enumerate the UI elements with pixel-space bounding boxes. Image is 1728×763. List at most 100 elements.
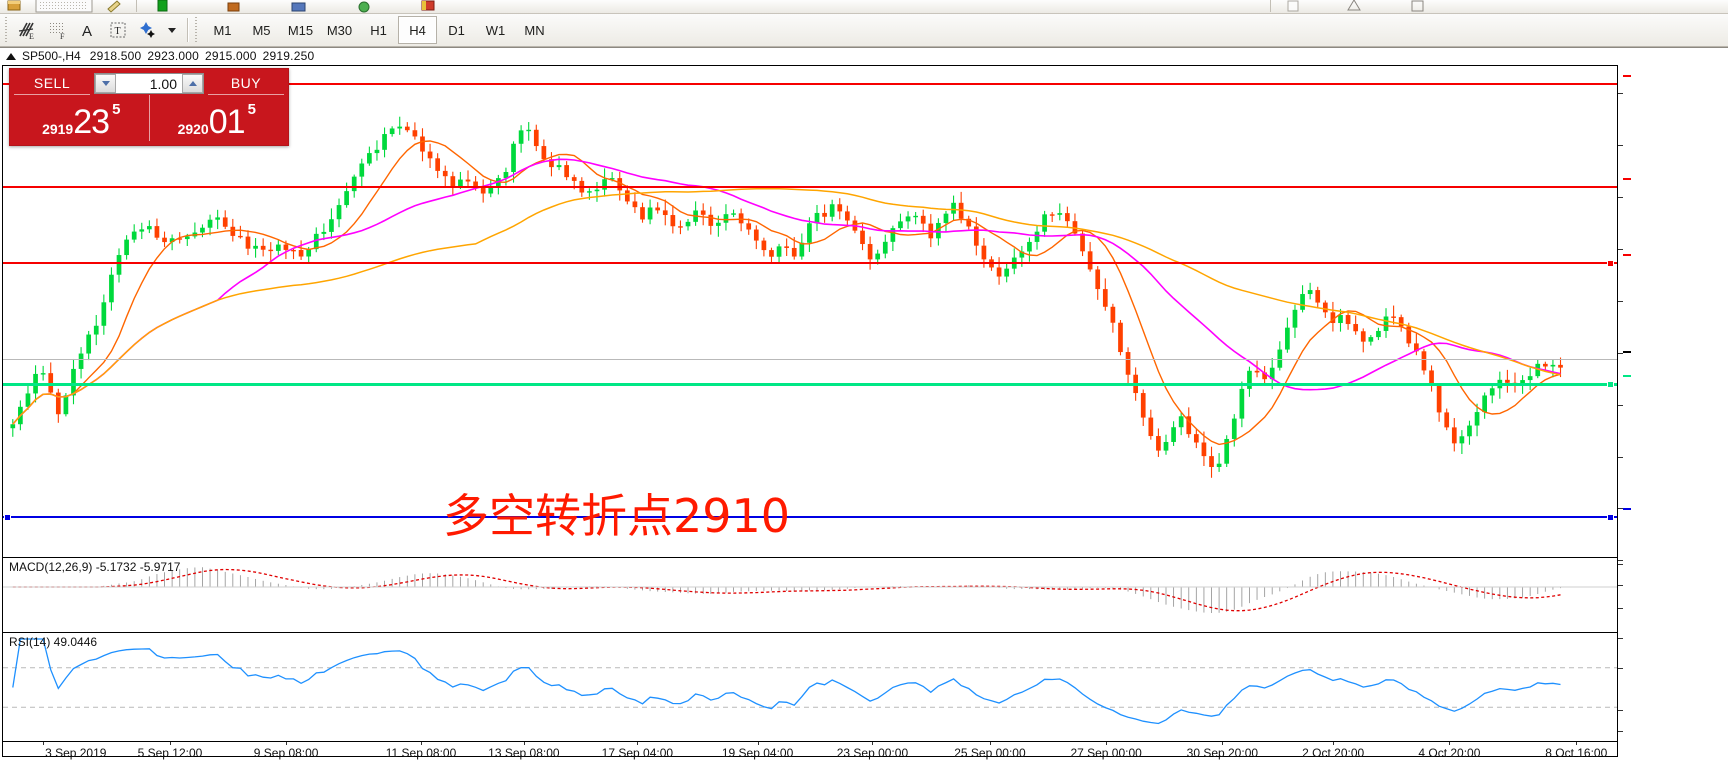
sell-price-prefix: 2919 — [42, 121, 74, 137]
time-label: 13 Sep 08:00 — [488, 746, 560, 760]
time-label: 9 Sep 08:00 — [253, 746, 319, 760]
toolbar-row-top — [0, 0, 1728, 14]
price-level-handle[interactable] — [4, 514, 11, 521]
buy-price-quote[interactable]: 2920 01 5 — [150, 95, 285, 141]
price-chart-svg — [10, 116, 1563, 478]
time-label: 2 Oct 20:00 — [1302, 746, 1365, 760]
time-tick — [1576, 742, 1578, 745]
time-tick — [169, 742, 171, 745]
price-tag-red[interactable] — [1623, 254, 1631, 256]
buy-price-main: 01 — [208, 103, 246, 141]
price-tag-green[interactable] — [1623, 375, 1631, 377]
toolbar-top-icons — [7, 0, 1424, 13]
time-label: 19 Sep 04:00 — [721, 746, 794, 760]
trade-panel-top-row: SELL 1.00 BUY — [10, 69, 288, 95]
sell-price-main: 23 — [73, 103, 110, 141]
svg-text:E: E — [29, 32, 34, 41]
timeframe-bar: M1 M5 M15 M30 H1 H4 D1 W1 MN — [203, 16, 554, 44]
grid-icon[interactable]: F — [43, 16, 73, 45]
price-level-handle[interactable] — [1607, 260, 1614, 267]
volume-input[interactable]: 1.00 — [116, 74, 182, 93]
macd-label: MACD(12,26,9) -5.1732 -5.9717 — [9, 560, 181, 574]
price-level-line-red[interactable] — [3, 262, 1617, 264]
price-scale-ticks — [1618, 65, 1728, 561]
timeframe-w1[interactable]: W1 — [485, 22, 506, 38]
volume-increase-button[interactable] — [182, 74, 203, 93]
price-level-line-red[interactable] — [3, 186, 1617, 188]
timeframe-m1[interactable]: M1 — [213, 22, 232, 38]
timeframe-mn[interactable]: MN — [524, 22, 545, 38]
time-tick — [1449, 742, 1451, 745]
text-icon[interactable]: A — [73, 16, 103, 45]
time-tick — [1106, 742, 1108, 745]
chart-annotation-text: 多空转折点2910 — [443, 489, 791, 543]
chart-symbol-label: SP500-,H4 — [22, 49, 81, 63]
time-tick — [523, 742, 525, 745]
rsi-chart-svg — [3, 638, 1617, 725]
time-tick — [872, 742, 874, 745]
toolbar-row-main: E F A T M1 M5 M1 — [0, 14, 1728, 47]
rsi-pane[interactable]: RSI(14) 49.0446 — [3, 632, 1617, 740]
time-tick — [421, 742, 423, 745]
ohlc-close: 2919.250 — [262, 49, 315, 63]
volume-stepper[interactable]: 1.00 — [94, 73, 204, 94]
price-tag-red[interactable] — [1623, 75, 1631, 77]
timeframe-h4[interactable]: H4 — [398, 16, 437, 44]
chart-window: SP500-,H4 2918.500 2923.000 2915.000 2919.2… — [0, 47, 1728, 760]
indicators-icon[interactable]: E — [13, 16, 43, 45]
price-tag-red[interactable] — [1623, 178, 1631, 180]
sell-price-quote[interactable]: 2919 23 5 — [14, 95, 150, 141]
one-click-trading-panel[interactable]: SELL 1.00 BUY 2919 23 5 2920 01 5 — [9, 68, 289, 146]
time-tick — [637, 742, 639, 745]
toolbar-grip[interactable] — [4, 17, 10, 43]
svg-text:T: T — [115, 26, 121, 37]
sell-price-point: 5 — [112, 101, 121, 118]
timeframe-d1[interactable]: D1 — [448, 22, 465, 38]
time-scale[interactable]: 3 Sep 2019 5 Sep 12:00 9 Sep 08:00 11 Sep 0… — [3, 741, 1617, 763]
price-level-line-blue[interactable] — [3, 516, 1617, 518]
price-level-handle[interactable] — [1607, 381, 1614, 388]
price-tag-black[interactable] — [1623, 351, 1631, 353]
time-tick — [1222, 742, 1224, 745]
time-label: 25 Sep 00:00 — [954, 746, 1026, 760]
ohlc-low: 2915.000 — [205, 49, 257, 63]
trade-panel-quotes: 2919 23 5 2920 01 5 — [10, 95, 288, 145]
price-pane[interactable]: 多空转折点2910 — [3, 66, 1617, 556]
macd-chart-svg — [3, 567, 1617, 613]
price-level-handle[interactable] — [1607, 514, 1614, 521]
rsi-label: RSI(14) 49.0446 — [9, 635, 98, 649]
time-tick — [989, 742, 991, 745]
chart-area: 多空转折点2910 MACD(12,26,9) -5.1732 -5.9717 … — [0, 65, 1728, 760]
chart-collapse-icon[interactable] — [6, 52, 16, 60]
timeframe-h1[interactable]: H1 — [370, 22, 387, 38]
time-tick — [1333, 742, 1335, 745]
time-label: 11 Sep 08:00 — [385, 746, 457, 760]
chart-titlebar: SP500-,H4 2918.500 2923.000 2915.000 2919.2… — [0, 48, 1728, 65]
rsi-scale-ticks — [1618, 631, 1728, 739]
timeframe-m30[interactable]: M30 — [326, 22, 353, 38]
objects-icon[interactable] — [133, 16, 163, 45]
price-level-line-current[interactable] — [3, 359, 1617, 360]
macd-scale-ticks — [1618, 556, 1728, 630]
price-level-line-red[interactable] — [3, 83, 1617, 85]
ohlc-high: 2923.000 — [147, 49, 200, 63]
buy-button[interactable]: BUY — [208, 72, 284, 95]
time-label: 27 Sep 00:00 — [1070, 746, 1142, 760]
chart-frame[interactable]: 多空转折点2910 MACD(12,26,9) -5.1732 -5.9717 … — [2, 65, 1618, 760]
text-label-icon[interactable]: T — [103, 16, 133, 45]
timeframe-grip[interactable] — [194, 17, 200, 43]
timeframe-m5[interactable]: M5 — [252, 22, 271, 38]
volume-decrease-button[interactable] — [95, 74, 116, 93]
price-scale[interactable] — [1618, 65, 1728, 757]
macd-pane[interactable]: MACD(12,26,9) -5.1732 -5.9717 — [3, 557, 1617, 631]
time-label: 5 Sep 12:00 — [137, 746, 203, 760]
time-label: 17 Sep 04:00 — [601, 746, 674, 760]
price-tag-blue[interactable] — [1623, 508, 1631, 510]
time-tick — [286, 742, 288, 745]
timeframe-m15[interactable]: M15 — [287, 22, 314, 38]
price-level-line-green[interactable] — [3, 383, 1617, 386]
ohlc-open: 2918.500 — [89, 49, 142, 63]
chevron-down-icon[interactable] — [163, 16, 181, 45]
sell-button[interactable]: SELL — [14, 72, 90, 95]
time-label: 3 Sep 2019 — [45, 746, 107, 760]
